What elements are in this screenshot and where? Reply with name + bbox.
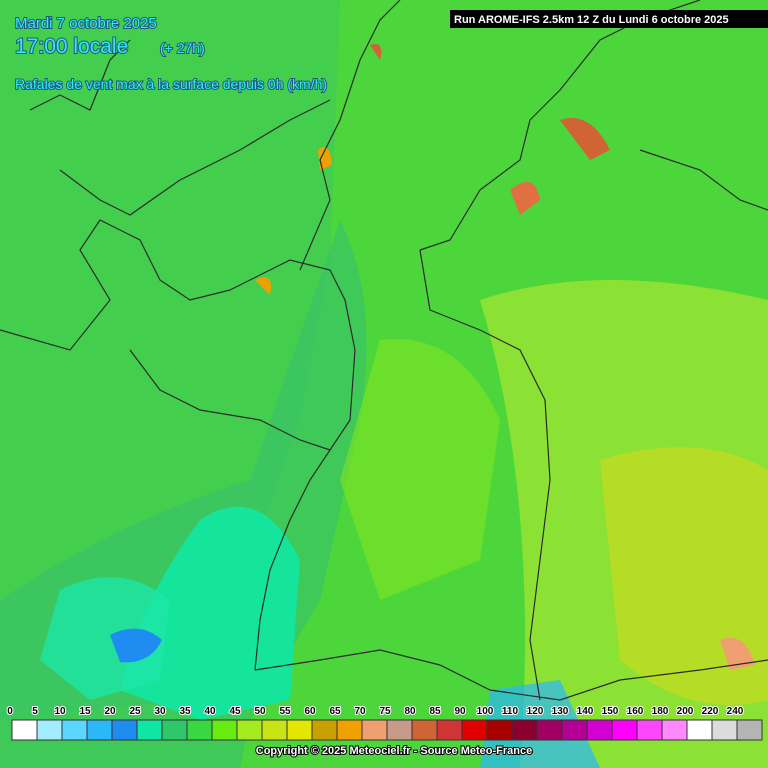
- legend-swatch: [111, 719, 138, 741]
- legend-swatch: [536, 719, 563, 741]
- legend-label: 60: [304, 706, 316, 717]
- legend-swatch: [461, 719, 488, 741]
- legend: 0 5 10 15 20 25 30 35 40 45 50 55 60 65 70 75 80 85 90 100 1…: [6, 705, 763, 741]
- run-box: [450, 10, 768, 28]
- legend-swatch: [236, 719, 263, 741]
- legend-swatch: [436, 719, 463, 741]
- legend-swatch: [561, 719, 588, 741]
- legend-label: 70: [354, 706, 366, 717]
- legend-label: 5: [32, 706, 38, 717]
- legend-label: 25: [129, 706, 141, 717]
- date-text: Mardi 7 octobre 2025: [15, 15, 157, 32]
- legend-swatch: [736, 719, 763, 741]
- legend-label: 130: [552, 706, 569, 717]
- legend-label: 120: [527, 706, 544, 717]
- legend-label: 30: [154, 706, 166, 717]
- legend-swatch: [286, 719, 313, 741]
- legend-label: 75: [379, 706, 391, 717]
- lead-text: (+ 27h): [160, 40, 205, 56]
- legend-label: 15: [79, 706, 91, 717]
- legend-swatch: [361, 719, 388, 741]
- legend-label: 80: [404, 706, 416, 717]
- legend-label: 50: [254, 706, 266, 717]
- legend-label: 200: [677, 706, 694, 717]
- legend-label: 180: [652, 706, 669, 717]
- legend-swatch: [86, 719, 113, 741]
- legend-swatch: [61, 719, 88, 741]
- legend-swatch: [486, 719, 513, 741]
- legend-label: 110: [502, 706, 519, 717]
- legend-label: 240: [727, 706, 744, 717]
- run-text: Run AROME-IFS 2.5km 12 Z du Lundi 6 octo…: [454, 14, 729, 26]
- legend-swatch: [686, 719, 713, 741]
- legend-label: 35: [179, 706, 191, 717]
- legend-label: 20: [104, 706, 116, 717]
- legend-swatch: [586, 719, 613, 741]
- legend-swatch: [36, 719, 63, 741]
- legend-swatch: [186, 719, 213, 741]
- legend-label: 65: [329, 706, 341, 717]
- legend-swatch: [11, 719, 38, 741]
- legend-swatch: [511, 719, 538, 741]
- legend-label: 140: [577, 706, 594, 717]
- legend-label: 85: [429, 706, 441, 717]
- legend-swatch: [411, 719, 438, 741]
- legend-label: 150: [602, 706, 619, 717]
- legend-swatch: [711, 719, 738, 741]
- legend-label: 100: [477, 706, 494, 717]
- legend-swatch: [211, 719, 238, 741]
- copyright: Copyright © 2025 Meteociel.fr - Source M…: [256, 745, 532, 757]
- parameter-text: Rafales de vent max à la surface depuis …: [15, 76, 327, 92]
- legend-label: 10: [54, 706, 66, 717]
- legend-label: 0: [7, 706, 13, 717]
- time-text: 17:00 locale: [15, 35, 128, 58]
- header: Mardi 7 octobre 2025 17:00 locale (+ 27h…: [14, 10, 768, 93]
- legend-swatch: [136, 719, 163, 741]
- legend-label: 160: [627, 706, 644, 717]
- legend-label: 90: [454, 706, 466, 717]
- legend-swatch: [261, 719, 288, 741]
- legend-swatch: [611, 719, 638, 741]
- legend-label: 55: [279, 706, 291, 717]
- legend-label: 40: [204, 706, 216, 717]
- legend-label: 45: [229, 706, 241, 717]
- legend-swatch: [636, 719, 663, 741]
- legend-swatch: [336, 719, 363, 741]
- legend-swatch: [661, 719, 688, 741]
- legend-swatch: [161, 719, 188, 741]
- legend-swatch: [386, 719, 413, 741]
- legend-swatch: [311, 719, 338, 741]
- legend-label: 220: [702, 706, 719, 717]
